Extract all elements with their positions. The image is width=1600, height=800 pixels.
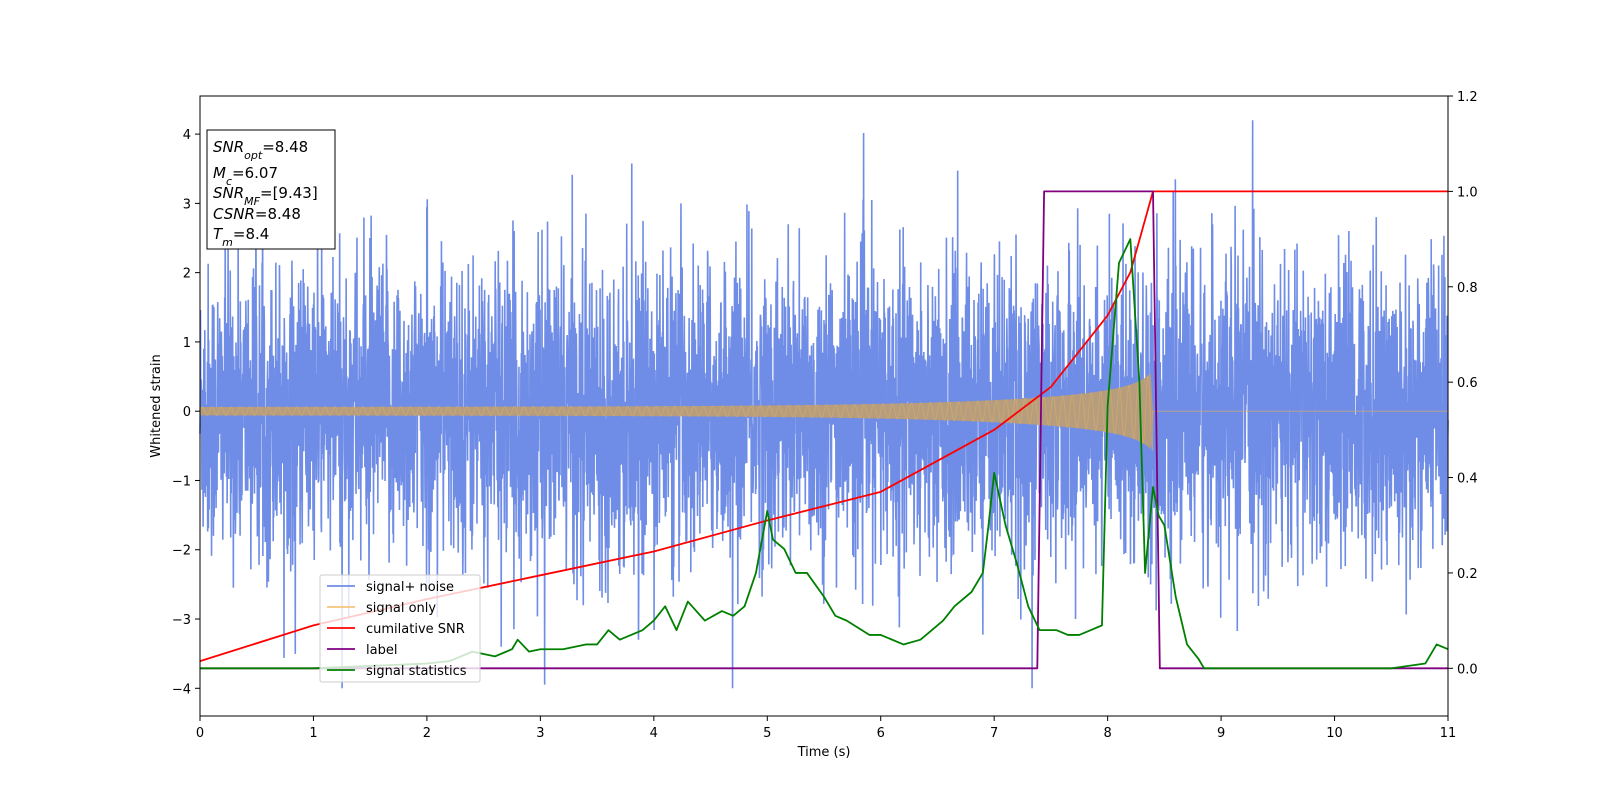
y-left-tick-label: 1: [183, 336, 191, 351]
x-tick-label: 11: [1440, 726, 1457, 741]
series-signal-noise: [199, 120, 1449, 689]
y-left-tick-label: −4: [172, 682, 191, 697]
x-tick-label: 0: [196, 726, 204, 741]
annotation-csnr: CSNR=8.48: [213, 205, 301, 223]
legend-label: label: [366, 643, 397, 658]
x-tick-label: 3: [536, 726, 544, 741]
y-left-tick-label: 0: [183, 405, 191, 420]
series-signal-only: [199, 373, 1448, 451]
y-right-tick-label: 0.8: [1457, 281, 1478, 296]
signal-only-envelope: [200, 373, 1154, 450]
x-axis-label: Time (s): [797, 745, 851, 760]
x-tick-label: 7: [990, 726, 998, 741]
signal-noise-line: [199, 120, 1449, 689]
y-right-tick-label: 1.0: [1457, 185, 1478, 200]
y-right-tick-label: 0.2: [1457, 567, 1478, 582]
legend-label: signal only: [366, 601, 436, 616]
legend-label: cumilative SNR: [366, 622, 465, 637]
annotation-snr-mf: SNRMF=[9.43]: [213, 184, 318, 208]
annotation-snr-opt: SNRopt=8.48: [213, 138, 308, 162]
y-left-tick-label: −3: [172, 613, 191, 628]
x-tick-label: 1: [309, 726, 317, 741]
y-axis-right: 1.2 1.0 0.8 0.6 0.4 0.2 0.0: [1448, 90, 1478, 677]
y-left-tick-label: −1: [172, 474, 191, 489]
annotation-box: SNRopt=8.48 Mc=6.07 SNRMF=[9.43] CSNR=8.…: [206, 129, 336, 250]
y-axis-left: 4 3 2 1 0 −1 −2 −3 −4: [172, 128, 200, 697]
x-tick-label: 4: [650, 726, 658, 741]
x-tick-label: 8: [1103, 726, 1111, 741]
plot-frame: [199, 95, 1449, 717]
x-axis: 0 1 2 3 4 5 6 7 8 9 10 11: [196, 716, 1456, 741]
x-tick-label: 6: [877, 726, 885, 741]
y-right-tick-label: 0.6: [1457, 376, 1478, 391]
legend-label: signal+ noise: [366, 580, 454, 595]
x-tick-label: 5: [763, 726, 771, 741]
x-tick-label: 2: [423, 726, 431, 741]
annotation-mc: Mc=6.07: [213, 164, 278, 188]
y-left-tick-label: 3: [183, 197, 191, 212]
y-right-tick-label: 0.0: [1457, 662, 1478, 677]
signal-statistics-line: [200, 238, 1449, 670]
y-left-tick-label: 4: [183, 128, 191, 143]
y-left-tick-label: −2: [172, 544, 191, 559]
y-axis-label: Whitened strain: [149, 354, 164, 457]
y-left-tick-label: 2: [183, 267, 191, 282]
signal-only-line: [199, 374, 1448, 451]
x-tick-label: 9: [1217, 726, 1225, 741]
y-right-tick-label: 1.2: [1457, 90, 1478, 105]
y-right-tick-label: 0.4: [1457, 472, 1478, 487]
legend-label: signal statistics: [366, 664, 467, 679]
legend: signal+ noise signal only cumilative SNR la…: [319, 574, 481, 683]
x-tick-label: 10: [1326, 726, 1343, 741]
annotation-tm: Tm=8.4: [213, 225, 269, 249]
